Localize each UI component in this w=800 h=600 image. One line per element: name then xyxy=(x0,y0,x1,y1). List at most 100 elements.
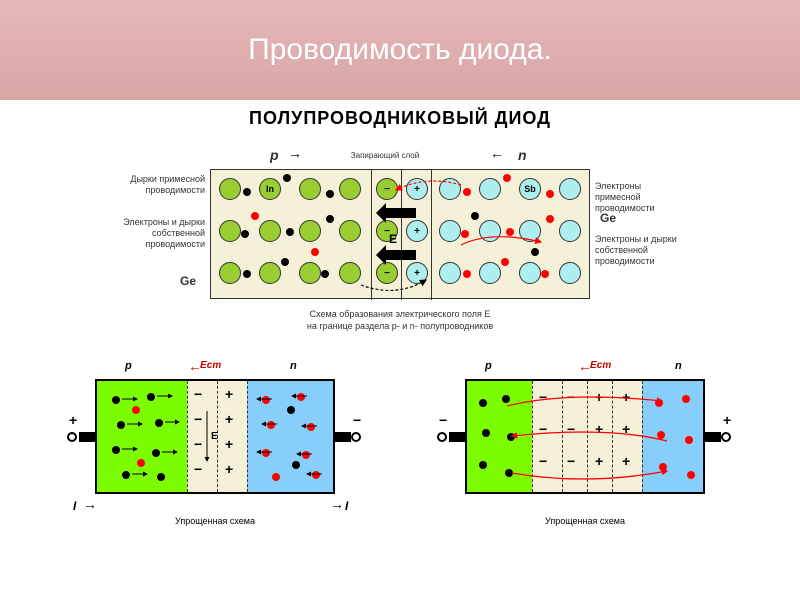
electron xyxy=(297,393,305,401)
plus-sign: + xyxy=(595,421,603,437)
est-label: Ест xyxy=(590,360,611,371)
p-atom xyxy=(339,262,361,284)
ge-right: Ge xyxy=(600,211,616,225)
e-field-arrow xyxy=(386,208,416,218)
n-region xyxy=(247,381,333,492)
p-atom xyxy=(259,220,281,242)
main-title: ПОЛУПРОВОДНИКОВЫЙ ДИОД xyxy=(0,108,800,129)
p-atom xyxy=(299,220,321,242)
p-atom xyxy=(219,262,241,284)
n-atom xyxy=(439,220,461,242)
minus-sign: − xyxy=(539,421,547,437)
minus-terminal: − xyxy=(353,412,361,428)
electron xyxy=(657,431,665,439)
divider xyxy=(371,170,372,300)
n-atom xyxy=(479,178,501,200)
hole xyxy=(326,190,334,198)
electron xyxy=(307,423,315,431)
pos-ion: + xyxy=(406,220,428,242)
hole xyxy=(471,212,479,220)
neg-ion: − xyxy=(376,262,398,284)
electron xyxy=(655,399,663,407)
minus-sign: − xyxy=(567,421,575,437)
terminal-circle xyxy=(721,432,731,442)
p-atom xyxy=(219,220,241,242)
electron xyxy=(541,270,549,278)
arrow-icon: → xyxy=(288,145,302,161)
hole xyxy=(507,433,515,441)
pn-junction-diagram: p Запирающий слой n → ← In xyxy=(120,139,680,349)
label-holes-impurity: Дырки примесной проводимости xyxy=(110,174,205,196)
n-label: n xyxy=(675,360,682,372)
p-region xyxy=(97,381,187,492)
electron xyxy=(503,174,511,182)
junction-line xyxy=(532,381,533,492)
electron xyxy=(501,258,509,266)
label-electrons-impurity: Электроны примесной проводимости xyxy=(595,181,685,213)
e-field-arrow xyxy=(386,250,416,260)
caption-2: на границе раздела p- и n- полупроводник… xyxy=(120,321,680,331)
terminal xyxy=(449,432,465,442)
n-atom xyxy=(479,262,501,284)
terminal-circle xyxy=(437,432,447,442)
hole xyxy=(112,446,120,454)
p-label: p xyxy=(125,360,132,372)
electron xyxy=(312,471,320,479)
minus-sign: − xyxy=(194,386,202,402)
divider xyxy=(401,170,402,300)
hole xyxy=(155,419,163,427)
dopant-sb: Sb xyxy=(519,178,541,200)
reverse-bias-diagram: p Ест ← n − − − − − − + + + + + + xyxy=(415,354,755,534)
minus-sign: − xyxy=(539,389,547,405)
hole xyxy=(287,406,295,414)
minus-terminal: − xyxy=(439,412,447,428)
pos-ion: + xyxy=(406,262,428,284)
hole xyxy=(147,393,155,401)
neg-ion: − xyxy=(376,178,398,200)
junction-line xyxy=(217,381,218,492)
arrow-icon: ← xyxy=(490,145,504,161)
hole xyxy=(479,399,487,407)
slide-title: Проводимость диода. xyxy=(248,33,552,67)
plus-terminal: + xyxy=(69,412,77,428)
current-label: I xyxy=(345,499,348,513)
hole xyxy=(117,421,125,429)
simplified-diagrams-row: p Ест ← n − − − − + + + + xyxy=(0,354,800,534)
pn-box-reverse: − − − − − − + + + + + + xyxy=(465,379,705,494)
n-atom xyxy=(439,262,461,284)
electron xyxy=(463,270,471,278)
minus-sign: − xyxy=(567,389,575,405)
hole xyxy=(321,270,329,278)
plus-sign: + xyxy=(622,421,630,437)
current-arrow-icon: → xyxy=(330,496,344,512)
label-eh-intrinsic-right: Электроны и дырки собственной проводимос… xyxy=(595,234,685,266)
plus-sign: + xyxy=(622,389,630,405)
electron xyxy=(682,395,690,403)
electron xyxy=(659,463,667,471)
electron xyxy=(132,406,140,414)
terminal-circle xyxy=(351,432,361,442)
electron xyxy=(262,396,270,404)
plus-terminal: + xyxy=(723,412,731,428)
est-arrow-icon: ← xyxy=(188,358,202,374)
label-eh-intrinsic-left: Электроны и дырки собственной проводимос… xyxy=(110,217,205,249)
pos-ion: + xyxy=(406,178,428,200)
hole xyxy=(326,215,334,223)
terminal xyxy=(335,432,351,442)
p-atom xyxy=(299,262,321,284)
p-atom xyxy=(339,220,361,242)
hole xyxy=(502,395,510,403)
caption: Упрощенная схема xyxy=(45,516,385,526)
p-region xyxy=(467,381,532,492)
current-arrow-icon: → xyxy=(83,496,97,512)
est-label: Ест xyxy=(200,360,221,371)
hole xyxy=(482,429,490,437)
hole xyxy=(292,461,300,469)
hole xyxy=(531,248,539,256)
p-atom xyxy=(219,178,241,200)
divider xyxy=(431,170,432,300)
dopant-in: In xyxy=(259,178,281,200)
hole xyxy=(152,449,160,457)
hole xyxy=(479,461,487,469)
n-type-label: n xyxy=(518,147,527,164)
